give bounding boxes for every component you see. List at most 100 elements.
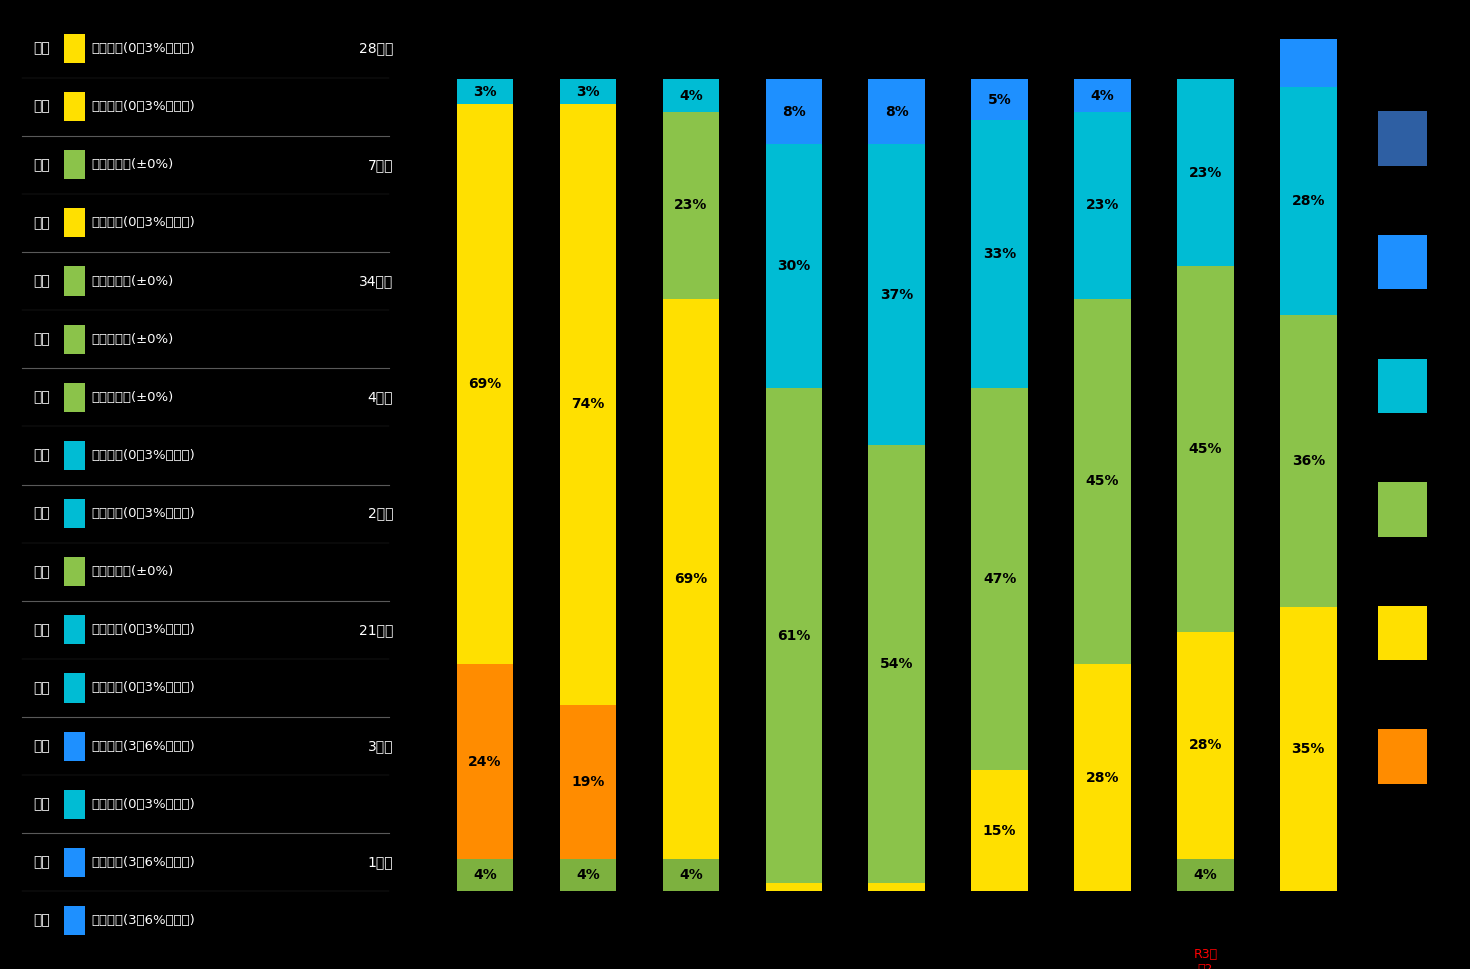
Bar xyxy=(65,790,85,819)
Text: 今期: 今期 xyxy=(34,565,50,578)
Text: 30%: 30% xyxy=(778,259,810,273)
Bar xyxy=(65,906,85,935)
Bar xyxy=(869,445,925,884)
Text: 21地区: 21地区 xyxy=(359,623,392,637)
Text: 前期: 前期 xyxy=(34,623,50,637)
Bar xyxy=(65,208,85,237)
Text: 今期: 今期 xyxy=(34,681,50,695)
Bar xyxy=(663,298,719,859)
Text: 今期: 今期 xyxy=(34,332,50,346)
Bar xyxy=(560,704,616,859)
Bar xyxy=(65,150,85,179)
Text: 「横ばい」(±0%): 「横ばい」(±0%) xyxy=(91,391,173,404)
Bar xyxy=(65,383,85,412)
Bar xyxy=(1177,266,1233,632)
Text: 35%: 35% xyxy=(1292,742,1324,757)
Text: 4%: 4% xyxy=(576,868,600,882)
Text: 47%: 47% xyxy=(983,572,1016,586)
Text: 74%: 74% xyxy=(572,397,604,411)
Text: 4地区: 4地区 xyxy=(368,391,392,404)
Text: 「下落」(0～3%の下落): 「下落」(0～3%の下落) xyxy=(91,507,196,520)
Bar xyxy=(1075,664,1130,891)
Text: 「上昇」(0～3%の上昇): 「上昇」(0～3%の上昇) xyxy=(91,42,196,55)
Bar xyxy=(1379,359,1427,413)
Bar xyxy=(560,859,616,891)
Text: 28%: 28% xyxy=(1189,738,1222,752)
Text: 今期: 今期 xyxy=(34,216,50,230)
Text: 19%: 19% xyxy=(572,775,604,789)
Bar xyxy=(65,732,85,761)
Text: 前期: 前期 xyxy=(34,856,50,869)
Text: 3%: 3% xyxy=(473,84,497,99)
Bar xyxy=(457,104,513,664)
Text: 3%: 3% xyxy=(576,84,600,99)
Bar xyxy=(972,388,1028,769)
Text: 23%: 23% xyxy=(1086,199,1119,212)
Text: 1地区: 1地区 xyxy=(368,856,392,869)
Bar xyxy=(65,34,85,63)
Text: 「上昇」(0～3%の上昇): 「上昇」(0～3%の上昇) xyxy=(91,100,196,113)
Bar xyxy=(1280,315,1336,608)
Text: 28%: 28% xyxy=(1086,770,1119,785)
Bar xyxy=(457,664,513,859)
Text: R3年
第2: R3年 第2 xyxy=(1194,949,1217,969)
Text: 28%: 28% xyxy=(1292,194,1324,208)
Bar xyxy=(65,266,85,296)
Bar xyxy=(1177,859,1233,891)
Bar xyxy=(663,111,719,298)
Bar xyxy=(65,557,85,586)
Text: 61%: 61% xyxy=(778,629,810,642)
Bar xyxy=(457,859,513,891)
Text: 「下落」(0～3%の下落): 「下落」(0～3%の下落) xyxy=(91,623,196,637)
Bar xyxy=(1075,79,1130,111)
Bar xyxy=(1075,298,1130,664)
Bar xyxy=(65,848,85,877)
Text: 33%: 33% xyxy=(983,247,1016,261)
Text: 8%: 8% xyxy=(782,105,806,119)
Text: 45%: 45% xyxy=(1086,475,1119,488)
Bar xyxy=(1379,483,1427,537)
Text: 「横ばい」(±0%): 「横ばい」(±0%) xyxy=(91,332,173,346)
Text: 34地区: 34地区 xyxy=(359,274,392,288)
Text: 前期: 前期 xyxy=(34,391,50,404)
Bar xyxy=(869,144,925,445)
Text: 4%: 4% xyxy=(679,868,703,882)
Text: 「横ばい」(±0%): 「横ばい」(±0%) xyxy=(91,565,173,578)
Text: 「下落」(0～3%の下落): 「下落」(0～3%の下落) xyxy=(91,797,196,811)
Text: 28地区: 28地区 xyxy=(359,42,392,55)
Bar xyxy=(972,79,1028,120)
Text: 前期: 前期 xyxy=(34,42,50,55)
Text: 前期: 前期 xyxy=(34,274,50,288)
Text: 「横ばい」(±0%): 「横ばい」(±0%) xyxy=(91,274,173,288)
Bar xyxy=(65,673,85,703)
Bar xyxy=(1379,606,1427,660)
Text: 23%: 23% xyxy=(675,199,707,212)
Text: 「下落」(3～6%の下落): 「下落」(3～6%の下落) xyxy=(91,739,196,753)
Text: 「下落」(0～3%の下落): 「下落」(0～3%の下落) xyxy=(91,681,196,695)
Text: 「上昇」(0～3%の上昇): 「上昇」(0～3%の上昇) xyxy=(91,216,196,230)
Text: 前期: 前期 xyxy=(34,507,50,520)
Bar xyxy=(1280,608,1336,891)
Bar xyxy=(1280,0,1336,87)
Text: 69%: 69% xyxy=(469,377,501,391)
Bar xyxy=(869,79,925,144)
Bar xyxy=(766,388,822,884)
Text: 23%: 23% xyxy=(1189,166,1222,180)
Text: 36%: 36% xyxy=(1292,454,1324,468)
Text: 前期: 前期 xyxy=(34,739,50,753)
Bar xyxy=(972,769,1028,891)
Text: 54%: 54% xyxy=(881,657,913,672)
Text: 4%: 4% xyxy=(1091,88,1114,103)
Text: 4%: 4% xyxy=(473,868,497,882)
Text: 37%: 37% xyxy=(881,288,913,301)
Bar xyxy=(1075,111,1130,298)
Bar xyxy=(1379,111,1427,166)
Text: 8%: 8% xyxy=(885,105,908,119)
Bar xyxy=(766,144,822,388)
Bar xyxy=(1177,632,1233,859)
Bar xyxy=(1379,235,1427,290)
Text: 45%: 45% xyxy=(1189,442,1222,455)
Text: 69%: 69% xyxy=(675,572,707,586)
Bar xyxy=(560,104,616,704)
Text: 4%: 4% xyxy=(1194,868,1217,882)
